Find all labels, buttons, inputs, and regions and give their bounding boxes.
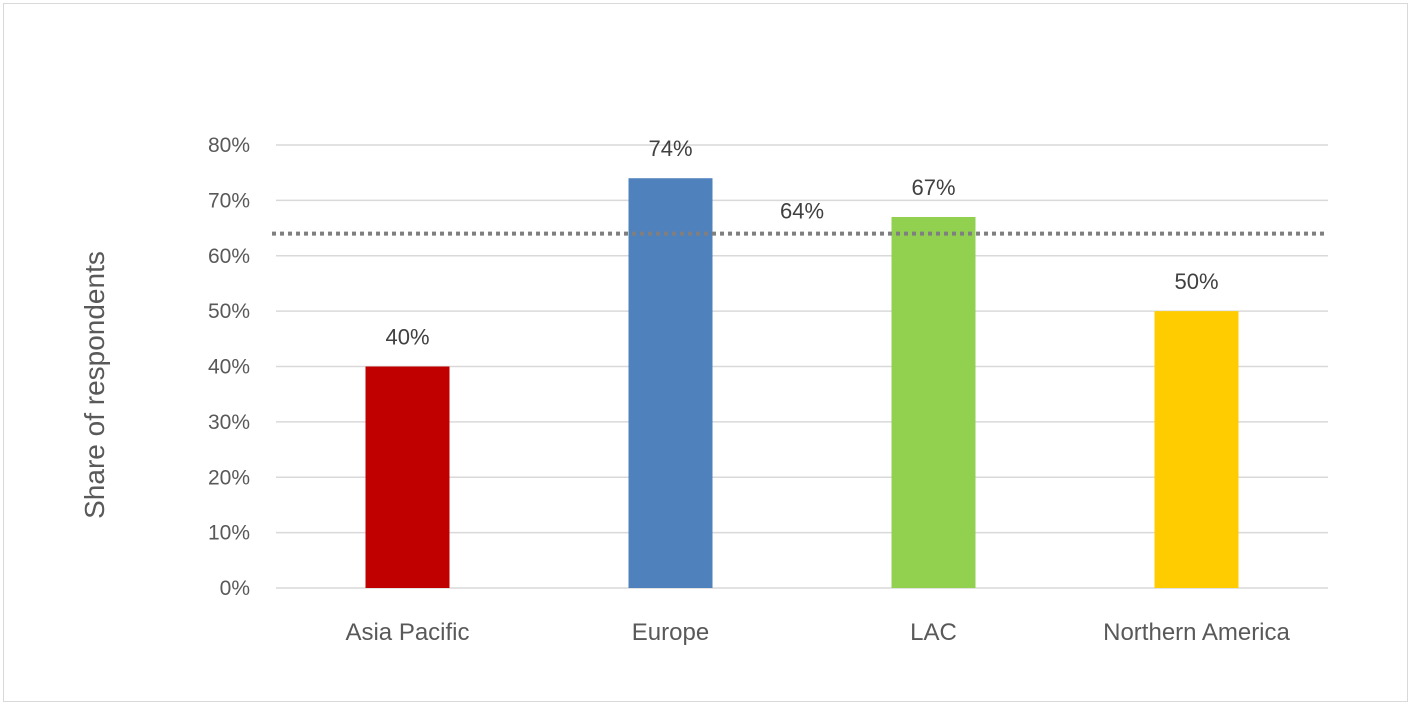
bar-northern-america (1154, 311, 1239, 588)
y-tick-label: 70% (208, 189, 250, 212)
category-label: Northern America (1103, 619, 1290, 646)
data-label: 67% (911, 175, 955, 200)
bar-europe (628, 178, 713, 588)
bar-lac (891, 216, 976, 589)
data-label: 74% (648, 136, 692, 161)
y-tick-label: 30% (208, 411, 250, 434)
category-label: LAC (910, 619, 957, 646)
data-label: 50% (1174, 269, 1218, 294)
category-label: Asia Pacific (345, 619, 469, 646)
data-label: 40% (385, 325, 429, 350)
bar-asia-pacific (365, 366, 450, 588)
category-label: Europe (632, 619, 709, 646)
y-tick-label: 80% (208, 134, 250, 157)
y-tick-label: 60% (208, 245, 250, 268)
y-tick-label: 20% (208, 466, 250, 489)
y-tick-label: 50% (208, 300, 250, 323)
y-tick-label: 0% (220, 577, 250, 600)
y-tick-label: 10% (208, 522, 250, 545)
bars (365, 178, 1239, 589)
y-tick-label: 40% (208, 356, 250, 379)
x-axis-category-labels: Asia Pacific Europe LAC Northern America (345, 619, 1290, 646)
y-axis-tick-labels: 0% 10% 20% 30% 40% 50% 60% 70% 80% (208, 134, 250, 600)
y-axis-title: Share of respondents (79, 251, 110, 519)
data-labels: 40% 74% 67% 50% (385, 136, 1218, 349)
reference-line-label: 64% (780, 199, 824, 224)
gridlines (276, 144, 1328, 589)
average-reference-line: 64% (272, 199, 1324, 236)
